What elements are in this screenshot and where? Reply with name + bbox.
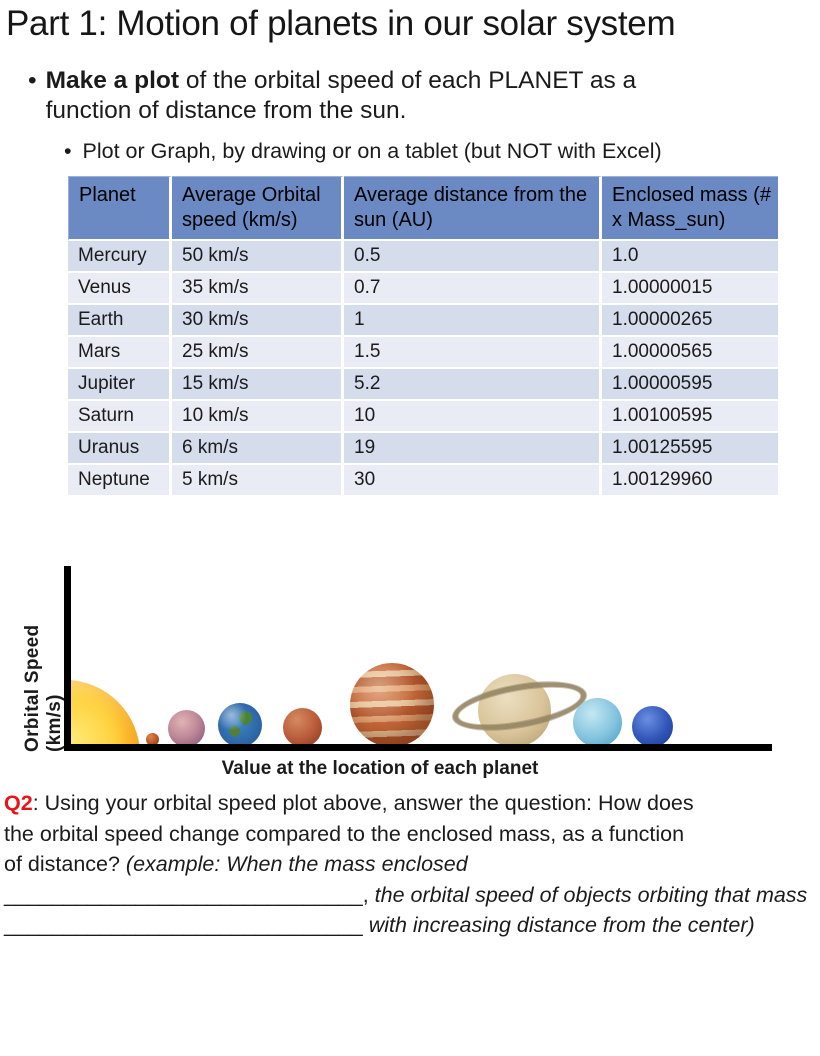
header-distance: Average distance from the sun (AU) — [344, 176, 602, 241]
table-cell: Earth — [68, 305, 172, 337]
table-row: Mercury 50 km/s 0.5 1.0 — [68, 241, 778, 273]
neptune-icon — [632, 706, 673, 747]
table-cell: Saturn — [68, 401, 172, 433]
saturn-icon — [478, 674, 551, 747]
q2-line3-text: of distance? — [4, 852, 126, 876]
q2-line4-example-text: the orbital speed of objects orbiting th… — [374, 882, 808, 907]
table-cell: 10 — [344, 401, 602, 433]
table-cell: 1.00000565 — [602, 337, 778, 369]
instruction-text: Make a plot of the orbital speed of each… — [46, 66, 701, 126]
table-cell: Mercury — [68, 241, 172, 273]
table-cell: 0.5 — [344, 241, 602, 273]
jupiter-icon — [350, 663, 434, 747]
table-cell: 15 km/s — [172, 369, 344, 401]
table-row: Uranus 6 km/s 19 1.00125595 — [68, 433, 778, 465]
planet-table-body: Mercury 50 km/s 0.5 1.0 Venus 35 km/s 0.7 1.000… — [68, 241, 778, 497]
header-orbital-speed: Average Orbital speed (km/s) — [172, 176, 344, 241]
table-cell: 0.7 — [344, 273, 602, 305]
q2-label: Q2 — [4, 791, 33, 815]
planet-data-table: Planet Average Orbital speed (km/s) Aver… — [68, 176, 778, 497]
table-row: Earth 30 km/s 1 1.00000265 — [68, 305, 778, 337]
table-cell: 5 km/s — [172, 465, 344, 497]
table-cell: Jupiter — [68, 369, 172, 401]
table-cell: 1 — [344, 305, 602, 337]
table-cell: 6 km/s — [172, 433, 344, 465]
table-row: Venus 35 km/s 0.7 1.00000015 — [68, 273, 778, 305]
table-cell: 35 km/s — [172, 273, 344, 305]
answer-blank-2: ______________________________ — [4, 913, 369, 937]
instruction-bullet: • Make a plot of the orbital speed of ea… — [28, 66, 701, 126]
table-cell: 1.0 — [602, 241, 778, 273]
table-row: Saturn 10 km/s 10 1.00100595 — [68, 401, 778, 433]
table-cell: 1.00000595 — [602, 369, 778, 401]
table-cell: 5.2 — [344, 369, 602, 401]
uranus-icon — [573, 698, 622, 747]
table-cell: 50 km/s — [172, 241, 344, 273]
table-cell: 30 — [344, 465, 602, 497]
q2-line-3: of distance? (example: When the mass enc… — [4, 849, 818, 880]
mars-icon — [283, 708, 322, 747]
x-axis-caption: Value at the location of each planet — [221, 758, 539, 779]
y-axis-label: Orbital Speed (km/s) — [22, 624, 65, 752]
header-enclosed-mass: Enclosed mass (# x Mass_sun) — [602, 176, 778, 241]
plot-area — [71, 566, 774, 747]
question-2: Q2: Using your orbital speed plot above,… — [4, 788, 818, 941]
table-cell: Venus — [68, 273, 172, 305]
bullet-marker-icon: • — [28, 67, 37, 94]
table-cell: 25 km/s — [172, 337, 344, 369]
sub-instruction-text: Plot or Graph, by drawing or on a tablet… — [82, 139, 662, 163]
instruction-bold-text: Make a plot — [45, 67, 180, 94]
q2-line-1: Q2: Using your orbital speed plot above,… — [4, 788, 818, 819]
table-cell: 1.00129960 — [602, 465, 778, 497]
table-cell: Mars — [68, 337, 172, 369]
bullet-marker-icon: • — [64, 139, 72, 163]
x-axis-line — [64, 744, 772, 751]
q2-line1-text: : Using your orbital speed plot above, a… — [32, 791, 694, 815]
q2-line-2: the orbital speed change compared to the… — [4, 821, 685, 846]
table-cell: 19 — [344, 433, 602, 465]
sun-icon — [71, 680, 140, 747]
y-axis-line — [64, 566, 71, 751]
q2-line-4: ______________________________, the orbi… — [4, 880, 818, 911]
table-cell: 1.00000015 — [602, 273, 778, 305]
table-cell: 1.00100595 — [602, 401, 778, 433]
table-cell: 1.00000265 — [602, 305, 778, 337]
table-cell: 1.00125595 — [602, 433, 778, 465]
venus-icon — [168, 710, 205, 747]
table-header-row: Planet Average Orbital speed (km/s) Aver… — [68, 176, 778, 241]
table-row: Mars 25 km/s 1.5 1.00000565 — [68, 337, 778, 369]
q2-line5-example-text: with increasing distance from the center… — [368, 913, 755, 937]
earth-icon — [218, 703, 262, 747]
table-row: Jupiter 15 km/s 5.2 1.00000595 — [68, 369, 778, 401]
header-planet: Planet — [68, 176, 172, 241]
mercury-icon — [146, 733, 159, 746]
table-cell: Neptune — [68, 465, 172, 497]
table-row: Neptune 5 km/s 30 1.00129960 — [68, 465, 778, 497]
table-cell: 10 km/s — [172, 401, 344, 433]
q2-line3-example-text: (example: When the mass enclosed — [125, 852, 468, 876]
answer-blank-1: ______________________________ — [4, 882, 363, 907]
q2-line-5: ______________________________ with incr… — [4, 910, 818, 941]
page-title: Part 1: Motion of planets in our solar s… — [6, 4, 676, 43]
sub-instruction-bullet: • Plot or Graph, by drawing or on a tabl… — [64, 138, 662, 164]
table-cell: 1.5 — [344, 337, 602, 369]
instruction-rest-text: of the orbital speed of each PLANET as a… — [45, 67, 637, 124]
table-cell: Uranus — [68, 433, 172, 465]
q2-line4-comma: , — [362, 882, 375, 907]
table-cell: 30 km/s — [172, 305, 344, 337]
